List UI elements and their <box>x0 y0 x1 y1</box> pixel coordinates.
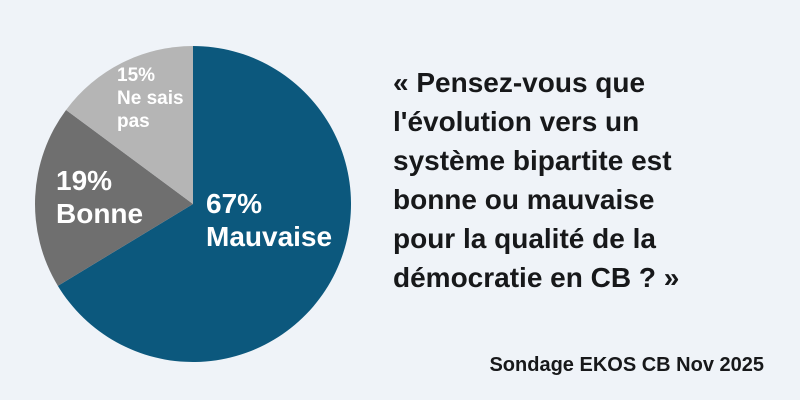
pie-slice-ne-sais-pas <box>66 46 193 204</box>
pie-label-mauvaise: 67% Mauvaise <box>206 188 333 252</box>
question-quote: « Pensez-vous que l'évolution vers un sy… <box>393 67 680 293</box>
source-attribution: Sondage EKOS CB Nov 2025 <box>489 354 764 376</box>
pie-label-bonne: 19% Bonne <box>56 165 144 229</box>
pie-chart <box>35 46 352 362</box>
pie-label-ne-sais-pas: 15% Ne sais pas <box>117 65 184 132</box>
pie-slice-bonne <box>35 109 193 286</box>
pie-slice-mauvaise <box>57 46 352 362</box>
